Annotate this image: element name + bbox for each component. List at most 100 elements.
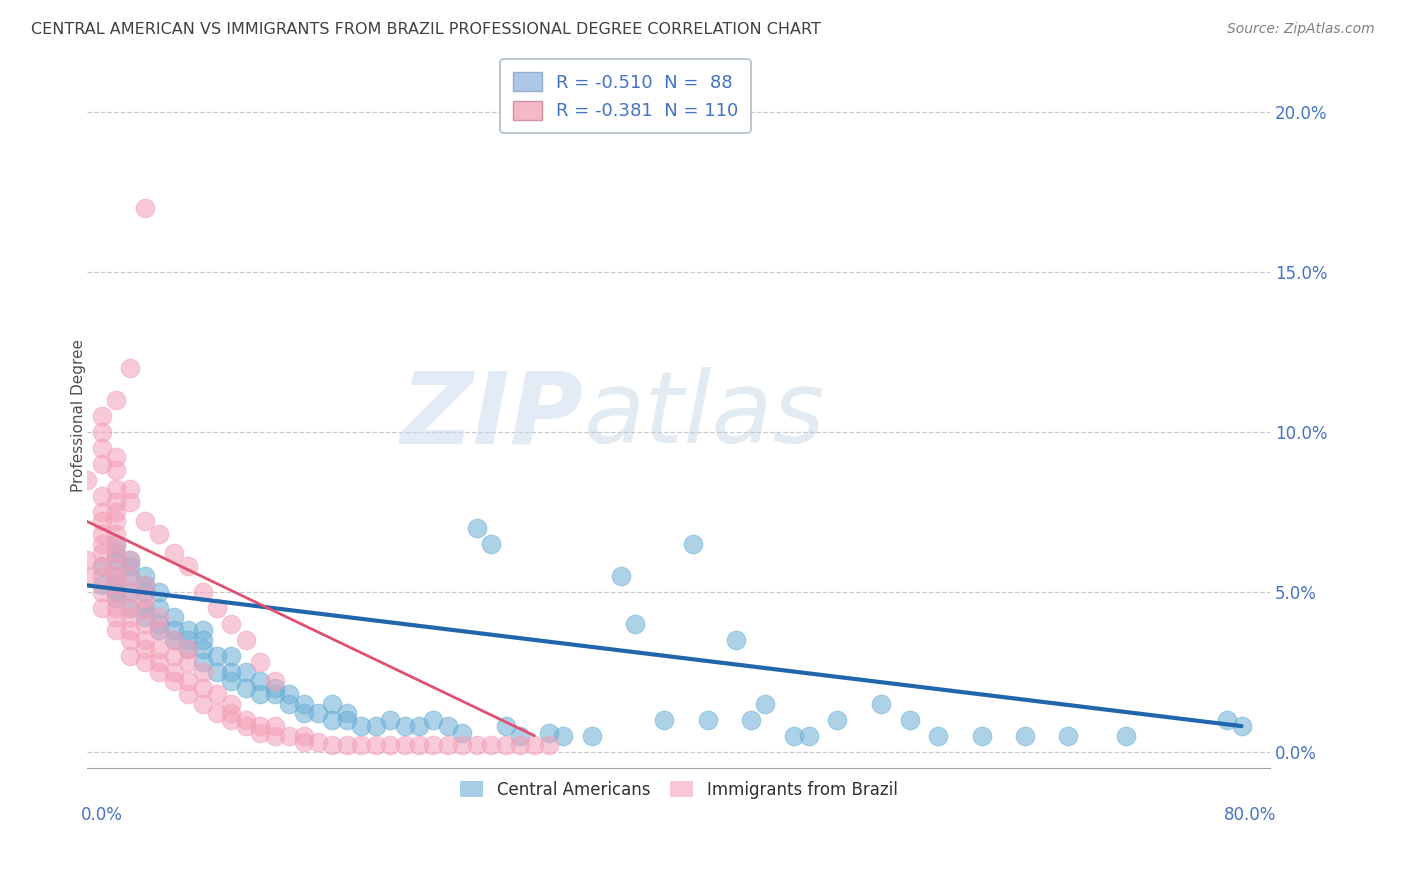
Point (235, 713, 257, 727)
Point (307, 735, 329, 749)
Point (120, 648, 142, 663)
Point (104, 392, 127, 407)
Text: 80.0%: 80.0% (1223, 806, 1277, 824)
Point (90, 537, 112, 551)
Point (422, 739, 444, 753)
Point (479, 537, 502, 551)
Point (104, 600, 127, 615)
Point (263, 674, 285, 689)
Point (90, 559, 112, 574)
Point (495, 719, 517, 733)
Point (148, 610, 170, 624)
Point (148, 600, 170, 615)
Point (292, 735, 315, 749)
Point (120, 553, 142, 567)
Point (827, 713, 849, 727)
Point (120, 584, 142, 599)
Point (104, 584, 127, 599)
Point (437, 739, 460, 753)
Point (292, 706, 315, 721)
Point (249, 719, 271, 733)
Point (104, 527, 127, 541)
Point (495, 739, 517, 753)
Point (221, 648, 243, 663)
Point (104, 591, 127, 606)
Point (898, 713, 921, 727)
Point (148, 584, 170, 599)
Point (120, 569, 142, 583)
Point (205, 648, 228, 663)
Point (148, 527, 170, 541)
Point (76, 569, 98, 583)
Point (970, 729, 993, 743)
Text: CENTRAL AMERICAN VS IMMIGRANTS FROM BRAZIL PROFESSIONAL DEGREE CORRELATION CHART: CENTRAL AMERICAN VS IMMIGRANTS FROM BRAZ… (31, 22, 821, 37)
Point (221, 674, 243, 689)
Point (249, 674, 271, 689)
Point (221, 665, 243, 679)
Point (120, 483, 142, 497)
Text: 0.0%: 0.0% (82, 806, 124, 824)
Point (523, 739, 546, 753)
Point (177, 687, 200, 701)
Point (90, 489, 112, 503)
Point (191, 697, 214, 711)
Point (465, 521, 488, 535)
Point (104, 546, 127, 560)
Point (134, 584, 156, 599)
Point (451, 725, 474, 739)
Point (134, 642, 156, 657)
Point (134, 515, 156, 529)
Point (479, 739, 502, 753)
Point (610, 569, 633, 583)
Point (364, 739, 387, 753)
Point (120, 559, 142, 574)
Point (134, 569, 156, 583)
Text: Source: ZipAtlas.com: Source: ZipAtlas.com (1227, 22, 1375, 37)
Point (104, 515, 127, 529)
Point (90, 546, 112, 560)
Point (177, 674, 200, 689)
Point (205, 706, 228, 721)
Point (148, 623, 170, 637)
Point (90, 457, 112, 471)
Point (336, 706, 359, 721)
Point (104, 495, 127, 509)
Point (120, 569, 142, 583)
Point (1115, 729, 1137, 743)
Point (148, 655, 170, 669)
Point (408, 739, 430, 753)
Point (177, 559, 200, 574)
Point (682, 537, 704, 551)
Point (321, 697, 343, 711)
Point (104, 450, 127, 465)
Point (90, 578, 112, 592)
Point (378, 713, 401, 727)
Point (177, 655, 200, 669)
Point (104, 578, 127, 592)
Point (1014, 729, 1036, 743)
Point (191, 655, 214, 669)
Point (76, 473, 98, 487)
Point (120, 495, 142, 509)
Point (336, 739, 359, 753)
Point (177, 623, 200, 637)
Point (553, 729, 575, 743)
Point (163, 648, 186, 663)
Point (90, 425, 112, 439)
Point (783, 729, 806, 743)
Point (927, 729, 949, 743)
Point (104, 537, 127, 551)
Point (537, 725, 560, 739)
Point (465, 739, 488, 753)
Point (235, 665, 257, 679)
Point (90, 505, 112, 519)
Point (725, 632, 748, 647)
Point (350, 719, 373, 733)
Point (134, 201, 156, 215)
Point (1230, 719, 1253, 733)
Point (350, 739, 373, 753)
Point (104, 578, 127, 592)
Point (120, 584, 142, 599)
Point (134, 600, 156, 615)
Point (120, 360, 142, 375)
